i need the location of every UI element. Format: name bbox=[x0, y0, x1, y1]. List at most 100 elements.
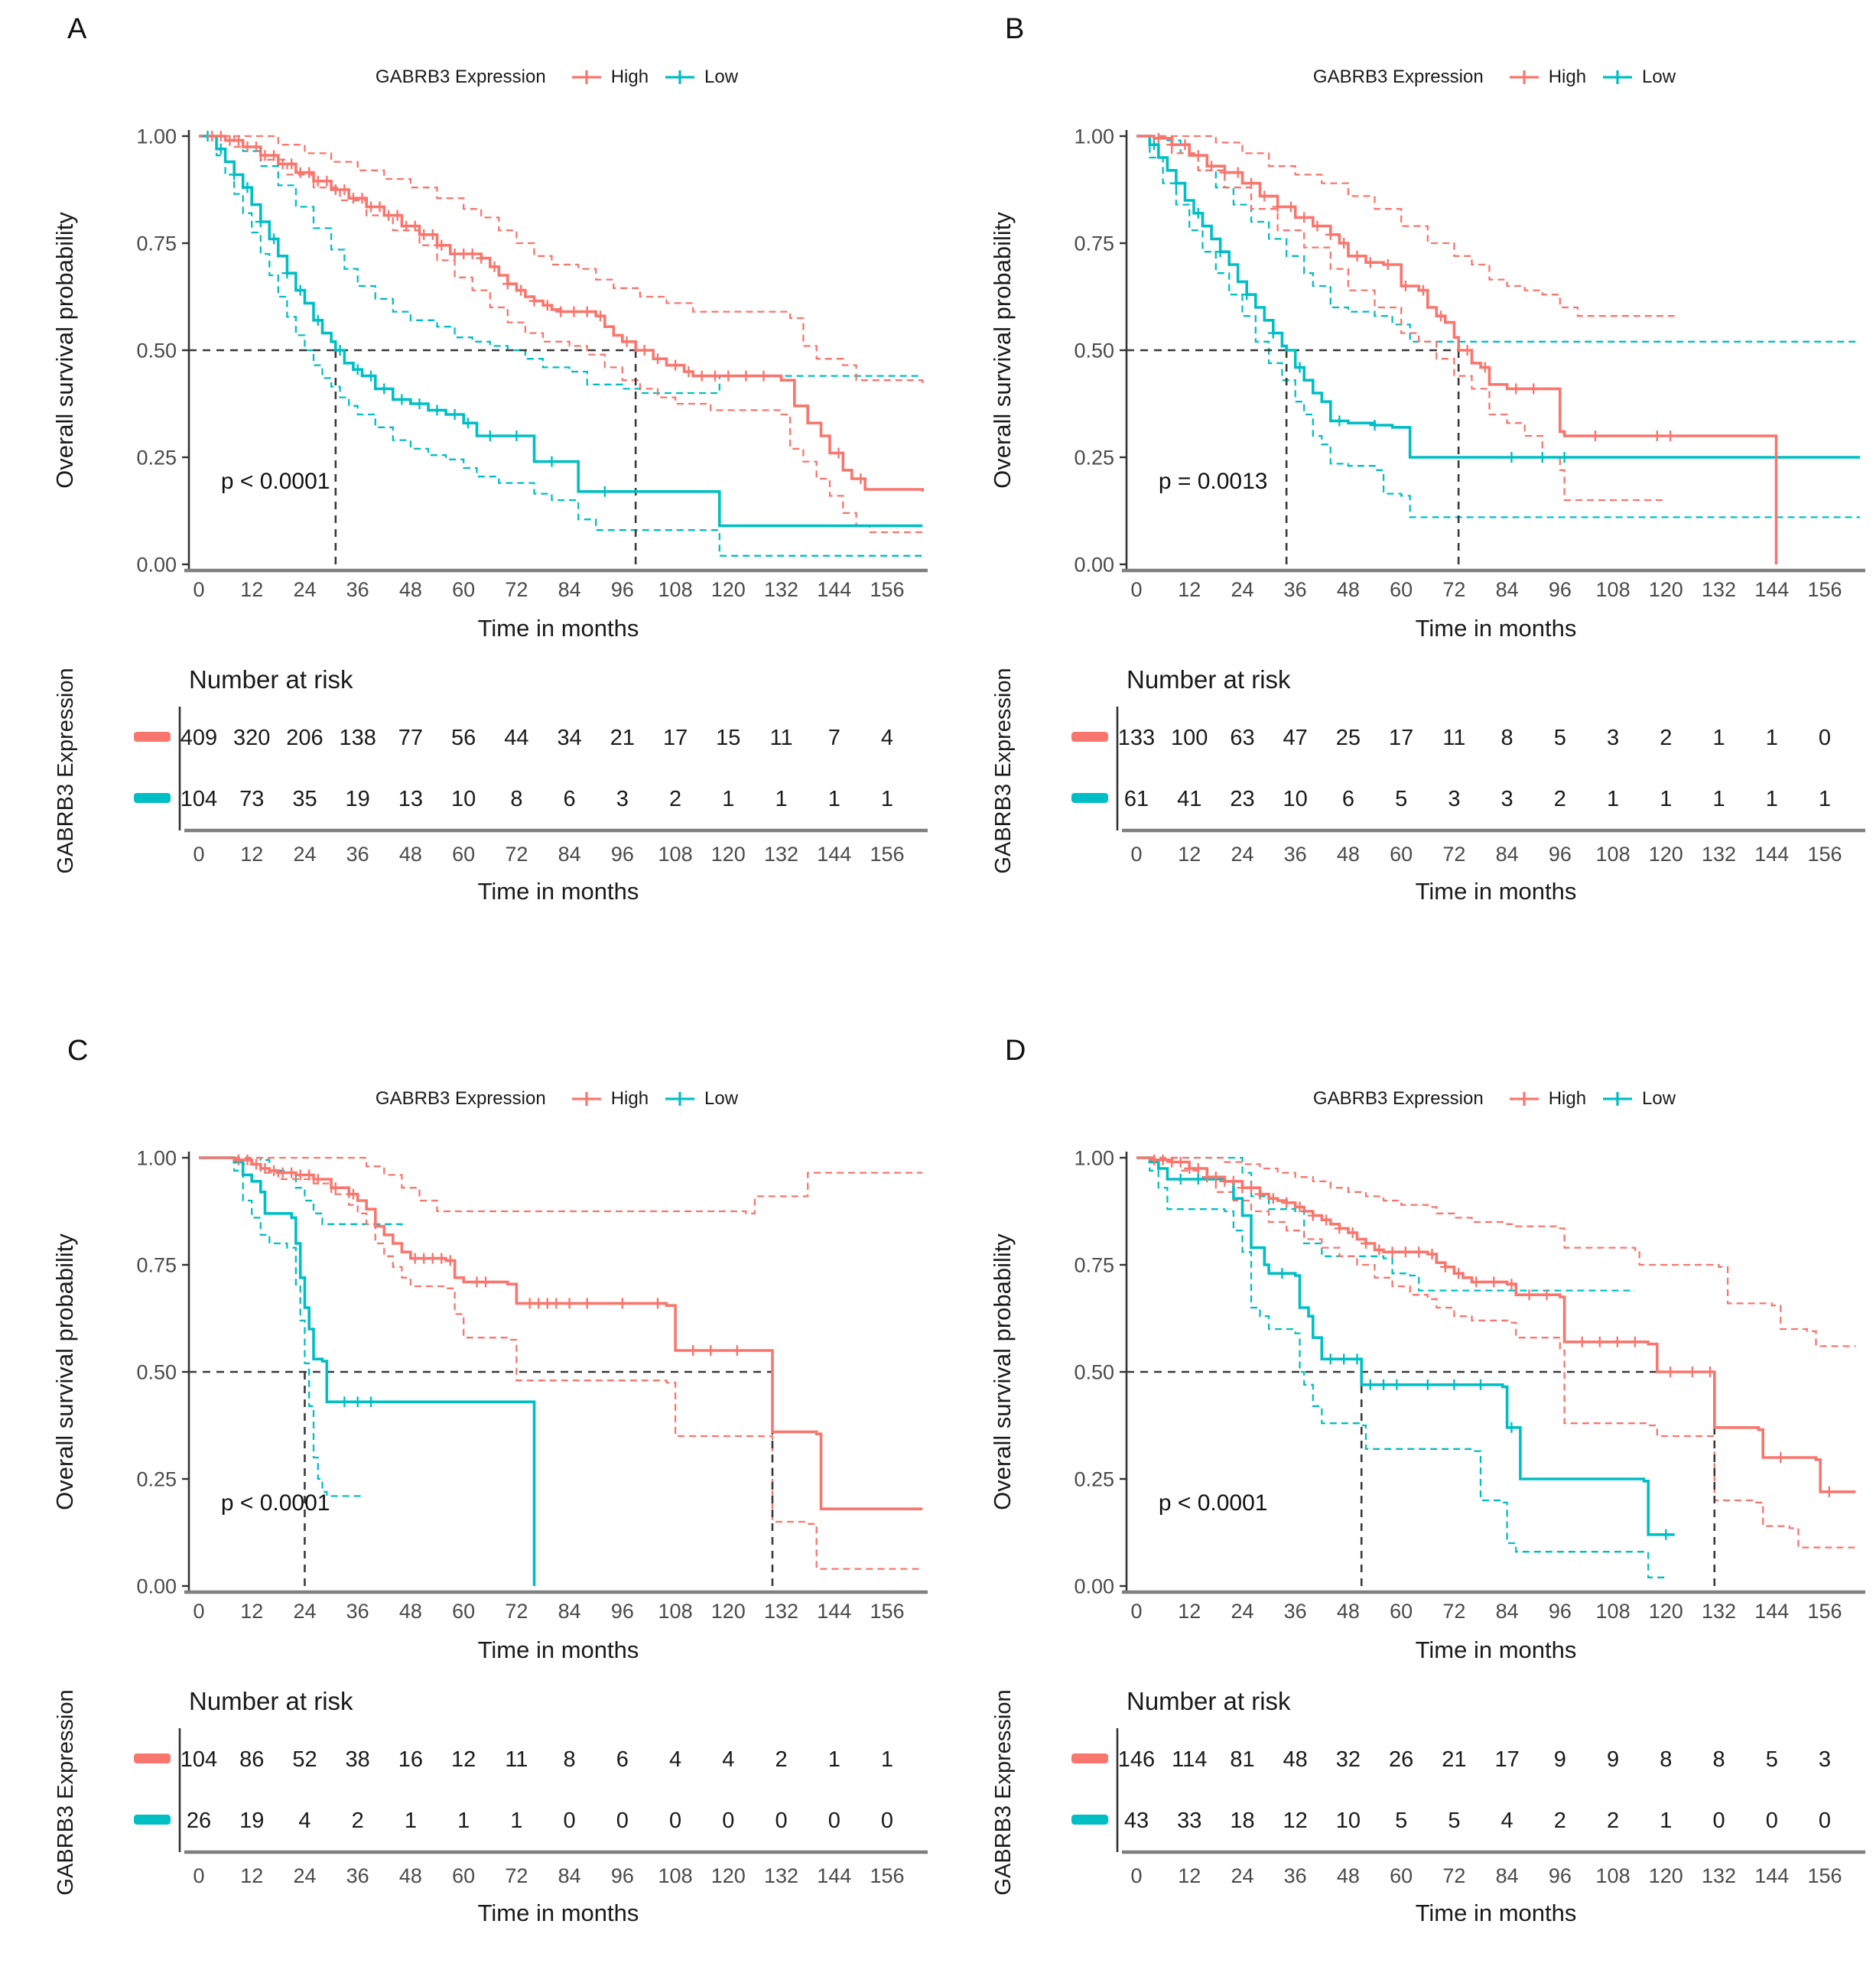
risk-count-low: 73 bbox=[239, 787, 264, 811]
risk-count-high: 34 bbox=[557, 726, 581, 750]
y-tick-label: 0.25 bbox=[136, 1468, 177, 1491]
risk-count-high: 12 bbox=[451, 1747, 476, 1772]
risk-x-tick-label: 72 bbox=[505, 1864, 528, 1887]
risk-count-high: 38 bbox=[346, 1747, 370, 1772]
x-tick-label: 132 bbox=[764, 1600, 798, 1623]
x-tick-label: 72 bbox=[1442, 578, 1465, 601]
x-tick-label: 48 bbox=[399, 578, 422, 601]
legend-item-low: Low bbox=[1600, 67, 1676, 88]
risk-count-high: 21 bbox=[1442, 1747, 1466, 1772]
legend: GABRB3 Expression High Low bbox=[109, 1086, 938, 1112]
y-tick-label: 1.00 bbox=[136, 1147, 177, 1170]
risk-x-tick-label: 36 bbox=[346, 1864, 369, 1887]
x-tick-label: 108 bbox=[1596, 1600, 1631, 1623]
risk-count-high: 47 bbox=[1283, 726, 1308, 750]
x-tick-label: 48 bbox=[1337, 578, 1360, 601]
x-tick-label: 12 bbox=[240, 578, 263, 601]
risk-x-tick-label: 84 bbox=[1496, 1864, 1519, 1887]
risk-x-axis-title: Time in months bbox=[1416, 878, 1577, 905]
risk-x-tick-label: 108 bbox=[1596, 1864, 1631, 1887]
censor-marks-high bbox=[232, 1154, 743, 1356]
risk-marker-high bbox=[1071, 732, 1108, 742]
risk-count-low: 0 bbox=[881, 1809, 893, 1833]
legend-label-low: Low bbox=[704, 1088, 739, 1109]
legend-title: GABRB3 Expression bbox=[375, 1088, 546, 1109]
risk-x-tick-label: 48 bbox=[1337, 1864, 1360, 1887]
risk-count-high: 77 bbox=[398, 726, 423, 750]
risk-count-high: 138 bbox=[339, 726, 376, 750]
legend-item-low: Low bbox=[662, 1088, 738, 1110]
x-axis-title: Time in months bbox=[1416, 1636, 1577, 1663]
ci-high-lower bbox=[199, 135, 924, 535]
risk-x-tick-label: 156 bbox=[1807, 843, 1842, 866]
risk-x-tick-label: 24 bbox=[293, 843, 316, 866]
legend-label-high: High bbox=[610, 1088, 649, 1109]
risk-x-tick-label: 60 bbox=[1390, 1864, 1413, 1887]
panel-label: B bbox=[1005, 13, 1025, 45]
risk-count-low: 2 bbox=[352, 1809, 364, 1833]
risk-count-high: 11 bbox=[769, 726, 792, 750]
y-tick-label: 1.00 bbox=[1074, 1147, 1114, 1170]
x-tick-label: 84 bbox=[558, 1600, 581, 1623]
km-plot: Overall survival probability Time in mont… bbox=[989, 125, 1865, 642]
risk-count-high: 8 bbox=[1660, 1747, 1672, 1772]
x-tick-label: 156 bbox=[870, 578, 904, 601]
risk-count-high: 0 bbox=[1819, 726, 1831, 750]
ci-low-upper bbox=[199, 135, 923, 395]
ci-high-upper bbox=[1136, 135, 1675, 317]
risk-table-title: Number at risk bbox=[189, 665, 353, 694]
x-tick-label: 156 bbox=[870, 1600, 904, 1623]
p-value-label: p < 0.0001 bbox=[221, 1490, 330, 1516]
x-tick-label: 72 bbox=[505, 578, 528, 601]
risk-x-tick-label: 108 bbox=[658, 843, 693, 866]
risk-x-axis-title: Time in months bbox=[478, 878, 639, 905]
risk-count-high: 3 bbox=[1607, 726, 1619, 750]
y-tick-label: 0.00 bbox=[136, 554, 177, 577]
km-curve-low bbox=[1136, 1156, 1675, 1536]
x-tick-label: 120 bbox=[1649, 578, 1683, 601]
risk-x-tick-label: 132 bbox=[764, 843, 798, 866]
risk-count-low: 43 bbox=[1124, 1809, 1149, 1833]
risk-count-high: 3 bbox=[1819, 1747, 1831, 1772]
risk-y-axis-title: GABRB3 Expression bbox=[54, 668, 78, 873]
risk-count-low: 0 bbox=[616, 1809, 629, 1833]
y-tick-label: 0.25 bbox=[1074, 447, 1114, 470]
censor-marks-high bbox=[1153, 132, 1676, 441]
low-curve-key-icon bbox=[665, 70, 695, 84]
risk-x-tick-label: 24 bbox=[1231, 1864, 1253, 1887]
risk-count-high: 114 bbox=[1172, 1747, 1207, 1772]
x-tick-label: 132 bbox=[764, 578, 798, 601]
y-tick-label: 0.50 bbox=[136, 1361, 177, 1384]
risk-count-low: 1 bbox=[1660, 1809, 1672, 1833]
risk-x-tick-label: 120 bbox=[1649, 843, 1683, 866]
risk-x-tick-label: 144 bbox=[1754, 1864, 1789, 1887]
x-tick-label: 96 bbox=[611, 1600, 634, 1623]
km-plot: Overall survival probability Time in mont… bbox=[51, 1147, 928, 1663]
y-axis-title: Overall survival probability bbox=[989, 1233, 1016, 1510]
risk-count-high: 8 bbox=[1712, 1747, 1725, 1772]
risk-count-low: 1 bbox=[457, 1809, 470, 1833]
x-tick-label: 12 bbox=[1178, 1600, 1201, 1623]
x-tick-label: 36 bbox=[346, 578, 369, 601]
p-value-label: p < 0.0001 bbox=[221, 469, 330, 494]
x-tick-label: 144 bbox=[817, 578, 851, 601]
risk-x-tick-label: 108 bbox=[658, 1864, 693, 1887]
risk-table-title: Number at risk bbox=[1127, 665, 1291, 694]
x-tick-label: 108 bbox=[1596, 578, 1631, 601]
risk-x-tick-label: 84 bbox=[1496, 843, 1519, 866]
risk-count-high: 8 bbox=[564, 1747, 576, 1772]
risk-count-low: 3 bbox=[616, 787, 629, 811]
risk-count-high: 146 bbox=[1118, 1747, 1155, 1772]
risk-count-high: 100 bbox=[1171, 726, 1208, 750]
legend-item-low: Low bbox=[1600, 1088, 1676, 1110]
risk-count-low: 5 bbox=[1395, 1809, 1407, 1833]
risk-count-low: 13 bbox=[398, 787, 423, 811]
censor-marks-low bbox=[1175, 1174, 1672, 1540]
legend-item-low: Low bbox=[662, 67, 738, 88]
legend-label-low: Low bbox=[1642, 1088, 1676, 1109]
p-value-label: p = 0.0013 bbox=[1159, 469, 1268, 494]
x-tick-label: 144 bbox=[1754, 578, 1789, 601]
risk-count-high: 9 bbox=[1607, 1747, 1619, 1772]
risk-x-tick-label: 60 bbox=[452, 843, 475, 866]
